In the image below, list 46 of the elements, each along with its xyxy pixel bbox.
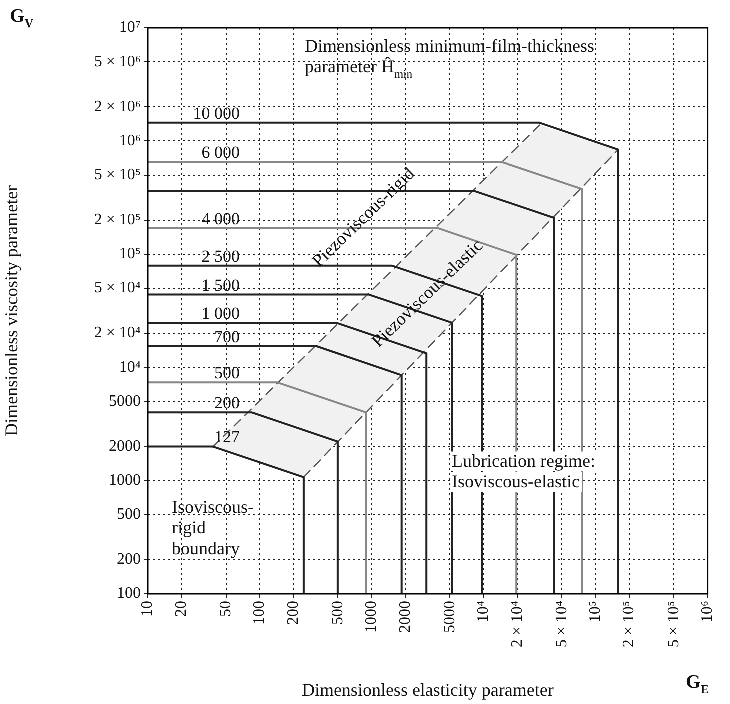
y-tick-label: 2000 xyxy=(109,438,141,455)
series-label: 700 xyxy=(214,327,240,346)
x-tick-label: 10⁶ xyxy=(699,601,716,623)
x-tick-label: 10 xyxy=(139,601,156,617)
y-tick-label: 2 × 10⁴ xyxy=(94,324,142,342)
x-tick-label: 1000 xyxy=(363,601,380,633)
y-tick-label: 10⁷ xyxy=(119,19,141,36)
y-axis-title: Dimensionless viscosity parameter xyxy=(2,186,22,436)
x-tick-label: 100 xyxy=(251,601,268,625)
series-label: 10 000 xyxy=(193,104,240,123)
x-tick-label: 5000 xyxy=(441,601,458,633)
series-label: 500 xyxy=(214,364,240,383)
annotation: Isoviscous-rigid boundary xyxy=(172,497,254,558)
series-label: 127 xyxy=(214,428,240,447)
x-tick-label: 200 xyxy=(284,601,302,625)
y-tick-label: 2 × 10⁶ xyxy=(94,98,141,116)
y-tick-label: 5000 xyxy=(109,392,141,410)
x-tick-label: 5 × 10⁴ xyxy=(553,600,570,648)
x-tick-label: 2000 xyxy=(396,601,414,633)
x-tick-label: 10⁵ xyxy=(587,601,604,623)
y-tick-label: 500 xyxy=(117,506,141,524)
series-label: 2 500 xyxy=(202,246,240,266)
y-tick-label: 5 × 10⁴ xyxy=(94,280,142,297)
annotation: Lubrication regime: Isoviscous-elastic xyxy=(452,451,596,492)
y-tick-label: 10⁶ xyxy=(119,132,141,150)
series-label: 1 000 xyxy=(202,304,240,323)
x-tick-label: 20 xyxy=(172,601,190,617)
y-tick-label: 10⁴ xyxy=(119,358,142,376)
y-tick-label: 1000 xyxy=(109,472,141,490)
x-tick-label: 2 × 10⁴ xyxy=(508,600,526,648)
x-tick-label: 2 × 10⁵ xyxy=(620,601,638,648)
y-tick-label: 5 × 10⁵ xyxy=(94,166,141,184)
y-tick-label: 2 × 10⁵ xyxy=(94,212,141,229)
x-tick-label: 5 × 10⁵ xyxy=(665,601,682,648)
x-tick-label: 500 xyxy=(329,601,346,625)
series-label: 4 000 xyxy=(202,209,240,228)
x-tick-label: 50 xyxy=(217,601,234,617)
y-tick-label: 5 × 10⁶ xyxy=(94,53,141,70)
series-label: 1 500 xyxy=(202,276,240,295)
y-tick-label: 10⁵ xyxy=(119,246,141,263)
x-axis-title: Dimensionless elasticity parameter xyxy=(302,680,554,700)
y-tick-label: 200 xyxy=(117,551,141,568)
series-label: 200 xyxy=(214,394,240,413)
y-tick-label: 100 xyxy=(117,585,141,602)
series-label: 6 000 xyxy=(202,143,240,162)
x-tick-label: 10⁴ xyxy=(475,600,492,623)
